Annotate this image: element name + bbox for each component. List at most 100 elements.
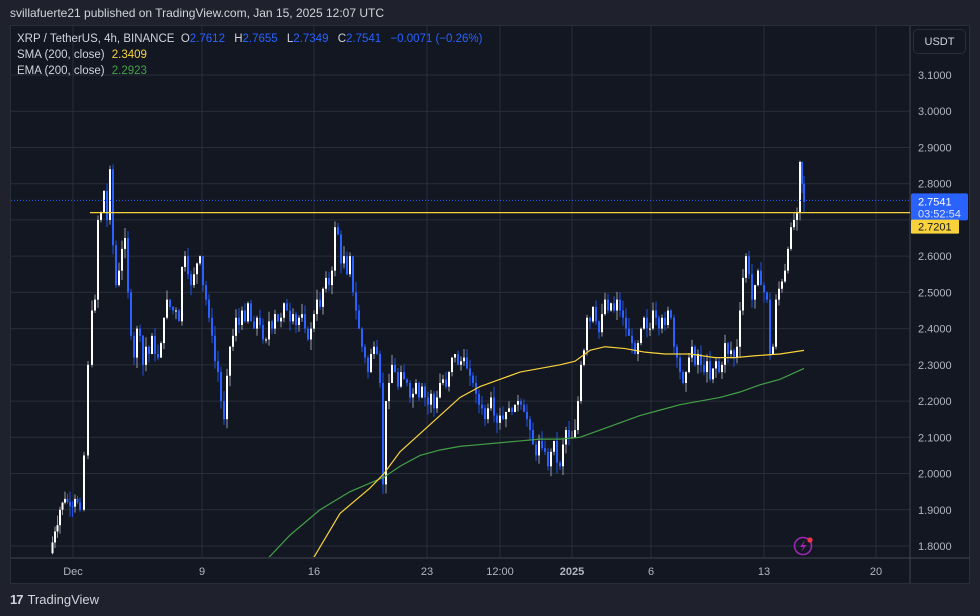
price-tick-label: 1.8000 <box>918 541 952 553</box>
candle <box>301 314 303 318</box>
candle <box>463 357 465 362</box>
candle <box>712 368 714 380</box>
candle <box>436 397 438 409</box>
candle <box>790 227 792 249</box>
candle <box>59 509 61 526</box>
candle <box>598 321 600 333</box>
candle <box>166 299 168 318</box>
candle <box>589 317 591 322</box>
candle <box>424 386 426 398</box>
candle <box>151 335 153 354</box>
candle <box>355 292 357 311</box>
candle <box>544 448 546 452</box>
candle <box>556 440 558 463</box>
candle <box>388 382 390 402</box>
candle <box>664 317 666 325</box>
currency-button[interactable]: USDT <box>913 29 966 54</box>
candle <box>250 303 252 322</box>
candle <box>208 299 210 318</box>
candle <box>607 299 609 311</box>
candle <box>430 393 432 405</box>
level-price-tag-value: 2.7201 <box>918 222 952 234</box>
candle <box>469 368 471 376</box>
candle <box>136 328 138 358</box>
time-tick-label: 20 <box>870 566 882 578</box>
candle <box>271 321 273 329</box>
candle <box>247 303 249 322</box>
candle <box>637 343 639 354</box>
candle <box>97 219 99 300</box>
candle <box>670 310 672 318</box>
candle <box>298 317 300 325</box>
candle <box>793 219 795 228</box>
candle <box>54 531 56 543</box>
candle <box>529 419 531 431</box>
candle <box>376 346 378 354</box>
candle <box>241 310 243 325</box>
candle <box>772 346 774 354</box>
candle <box>334 227 336 271</box>
candle <box>211 317 213 336</box>
candle <box>619 299 621 311</box>
candle <box>190 274 192 286</box>
candle <box>310 328 312 340</box>
ema-200-line[interactable] <box>266 367 805 560</box>
tradingview-footer[interactable]: 17 TradingView <box>10 592 99 607</box>
candle <box>439 382 441 398</box>
candle <box>541 440 543 449</box>
price-tick-label: 2.3000 <box>918 360 952 372</box>
sma-row[interactable]: SMA (200, close) 2.3409 <box>17 47 482 63</box>
candle <box>751 274 753 300</box>
candle <box>169 299 171 307</box>
sma-200-line[interactable] <box>312 346 805 561</box>
candle <box>688 357 690 373</box>
candle <box>649 328 651 330</box>
chart-legend: XRP / TetherUS, 4h, BINANCE O2.7612 H2.7… <box>17 31 482 79</box>
price-tick-label: 1.9000 <box>918 505 952 517</box>
candle <box>262 324 264 340</box>
candle <box>652 310 654 329</box>
sma-value: 2.3409 <box>111 49 147 61</box>
candle <box>565 430 567 445</box>
candle <box>679 357 681 373</box>
candle <box>316 299 318 315</box>
ema-value: 2.2923 <box>111 65 147 77</box>
lightning-alert-icon[interactable] <box>793 536 813 556</box>
candle <box>466 357 468 369</box>
candle <box>433 393 435 409</box>
symbol-label[interactable]: XRP / TetherUS, 4h, BINANCE <box>17 33 175 45</box>
candle <box>403 372 405 380</box>
candle <box>106 190 108 220</box>
candle <box>460 361 462 365</box>
candle <box>454 353 456 358</box>
candle <box>94 299 96 311</box>
ema-row[interactable]: EMA (200, close) 2.2923 <box>17 63 482 79</box>
tradingview-logo-text: TradingView <box>27 592 100 607</box>
candle <box>382 382 384 485</box>
candle <box>133 335 135 358</box>
candle <box>148 346 150 354</box>
price-tick-label: 2.4000 <box>918 324 952 336</box>
candle <box>100 212 102 220</box>
candle <box>601 314 603 333</box>
candle <box>523 404 525 412</box>
candle <box>217 361 219 373</box>
candle <box>760 270 762 286</box>
time-tick-label: 23 <box>421 566 433 578</box>
high-value: 2.7655 <box>242 33 278 45</box>
candle <box>178 310 180 322</box>
candle <box>733 350 735 358</box>
candle <box>283 303 285 318</box>
change-value: −0.0071 (−0.26%) <box>390 33 483 45</box>
candle <box>160 343 162 358</box>
candle <box>274 314 276 329</box>
candle <box>229 346 231 376</box>
candle <box>187 256 189 275</box>
candle <box>268 321 270 340</box>
candle <box>352 256 354 293</box>
candle <box>74 498 76 507</box>
candle <box>181 267 183 322</box>
candle <box>682 372 684 383</box>
candle <box>253 321 255 329</box>
